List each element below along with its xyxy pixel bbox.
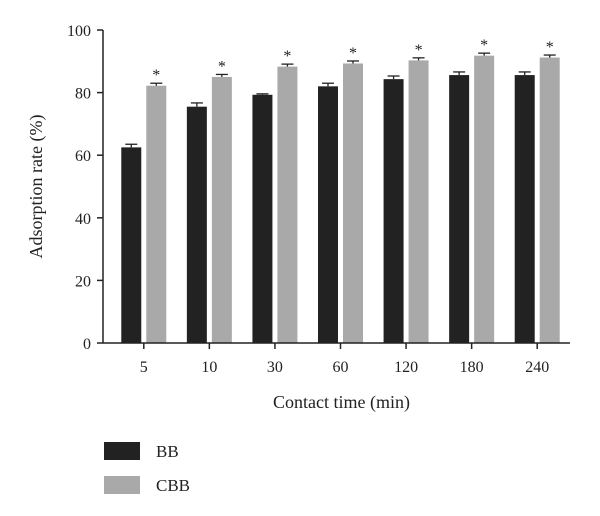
y-axis-title: Adsorption rate (%) <box>26 115 47 259</box>
x-tick-label: 5 <box>140 359 148 376</box>
plot-area: * * * * * * * <box>121 37 560 344</box>
y-tick-label: 60 <box>75 148 91 165</box>
y-tick-label: 100 <box>67 23 91 40</box>
bar-cbb-5 <box>146 85 167 344</box>
y-tick-label: 0 <box>83 336 91 353</box>
bar-bb-240 <box>514 75 535 344</box>
x-tick-label: 10 <box>201 359 217 376</box>
x-tick-label: 60 <box>333 359 349 376</box>
y-axis: 0 20 40 60 80 100 <box>67 23 104 353</box>
bar-cbb-60 <box>343 63 363 344</box>
significance-marker: * <box>283 48 291 65</box>
y-tick-label: 20 <box>75 273 91 290</box>
legend: BB CBB <box>104 442 190 495</box>
significance-marker: * <box>546 39 554 56</box>
bar-bb-10 <box>186 106 207 343</box>
y-tick-label: 40 <box>75 211 91 228</box>
significance-marker: * <box>218 58 226 75</box>
significance-marker: * <box>152 67 160 84</box>
significance-marker: * <box>480 37 488 54</box>
y-tick-label: 80 <box>75 86 91 103</box>
bar-cbb-180 <box>474 55 495 343</box>
legend-label-cbb: CBB <box>156 476 190 495</box>
x-axis: 5 10 30 60 120 180 240 <box>103 342 570 376</box>
bar-bb-5 <box>121 147 142 343</box>
significance-marker: * <box>415 42 423 59</box>
significance-marker: * <box>349 45 357 62</box>
bar-bb-180 <box>449 75 470 344</box>
x-tick-label: 120 <box>394 359 418 376</box>
bar-cbb-10 <box>211 76 232 343</box>
legend-label-bb: BB <box>156 442 179 461</box>
x-tick-label: 30 <box>267 359 283 376</box>
x-tick-label: 180 <box>460 359 484 376</box>
bar-cbb-30 <box>277 66 298 343</box>
bar-cbb-120 <box>408 60 429 344</box>
legend-swatch-cbb <box>104 476 140 494</box>
x-axis-title: Contact time (min) <box>273 392 410 413</box>
legend-swatch-bb <box>104 442 140 460</box>
x-tick-label: 240 <box>525 359 549 376</box>
bar-cbb-240 <box>539 57 560 343</box>
bar-bb-60 <box>318 86 338 343</box>
bar-bb-30 <box>252 94 273 343</box>
bar-bb-120 <box>383 79 404 344</box>
